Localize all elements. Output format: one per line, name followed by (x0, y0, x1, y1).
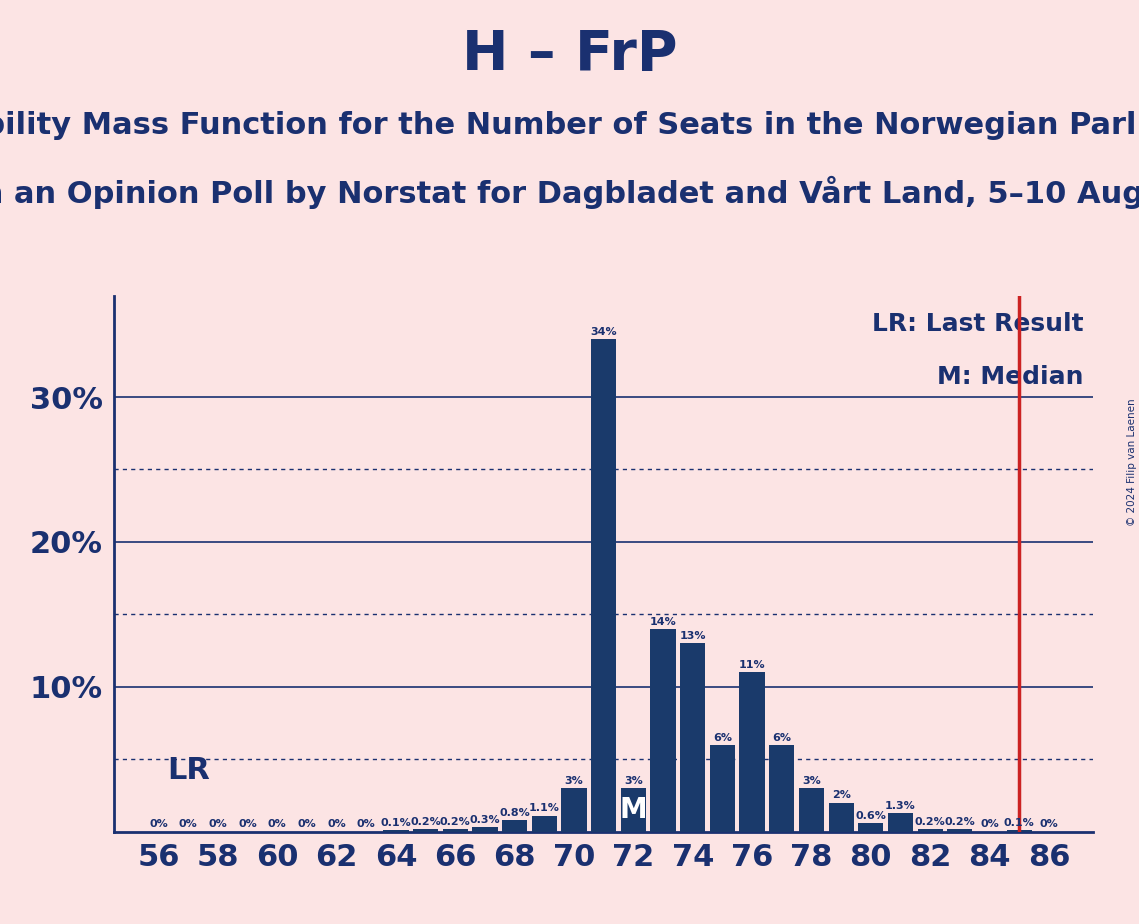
Text: 0%: 0% (208, 820, 227, 830)
Bar (680, 643, 705, 832)
Bar (473, 827, 498, 832)
Text: 0%: 0% (1040, 820, 1058, 830)
Text: 0.3%: 0.3% (469, 815, 500, 825)
Text: © 2024 Filip van Laenen: © 2024 Filip van Laenen (1126, 398, 1137, 526)
Text: 0%: 0% (238, 820, 257, 830)
Text: 0%: 0% (327, 820, 346, 830)
Text: 0.2%: 0.2% (915, 817, 945, 827)
Bar (888, 813, 913, 832)
Text: LR: LR (167, 756, 211, 785)
Text: 0%: 0% (297, 820, 317, 830)
Text: Probability Mass Function for the Number of Seats in the Norwegian Parliament: Probability Mass Function for the Number… (0, 111, 1139, 140)
Text: 0%: 0% (357, 820, 376, 830)
Bar (798, 788, 825, 832)
Text: 0%: 0% (149, 820, 167, 830)
Text: 1.3%: 1.3% (885, 800, 916, 810)
Bar (562, 788, 587, 832)
Bar (413, 829, 439, 832)
Text: 0.6%: 0.6% (855, 810, 886, 821)
Text: 3%: 3% (565, 776, 583, 786)
Bar (443, 829, 468, 832)
Text: 1.1%: 1.1% (528, 804, 559, 813)
Bar (502, 820, 527, 832)
Text: H – FrP: H – FrP (461, 28, 678, 81)
Text: Based on an Opinion Poll by Norstat for Dagbladet and Vårt Land, 5–10 August 202: Based on an Opinion Poll by Norstat for … (0, 176, 1139, 209)
Bar (384, 830, 409, 832)
Bar (828, 803, 854, 832)
Bar (948, 829, 973, 832)
Text: M: Median: M: Median (937, 365, 1083, 389)
Text: 34%: 34% (590, 327, 617, 337)
Bar (1007, 830, 1032, 832)
Bar (621, 788, 646, 832)
Bar (918, 829, 943, 832)
Text: 0.1%: 0.1% (1003, 818, 1034, 828)
Text: 0.1%: 0.1% (380, 818, 411, 828)
Text: 3%: 3% (802, 776, 821, 786)
Bar (650, 629, 675, 832)
Text: 6%: 6% (713, 733, 732, 743)
Bar (532, 816, 557, 832)
Bar (858, 823, 884, 832)
Text: 0.2%: 0.2% (410, 817, 441, 827)
Text: 3%: 3% (624, 776, 642, 786)
Bar (710, 745, 735, 832)
Text: 11%: 11% (739, 660, 765, 670)
Text: 0.2%: 0.2% (440, 817, 470, 827)
Text: 0%: 0% (981, 820, 999, 830)
Bar (591, 339, 616, 832)
Bar (769, 745, 794, 832)
Text: 0.8%: 0.8% (499, 808, 530, 818)
Text: LR: Last Result: LR: Last Result (872, 311, 1083, 335)
Text: 13%: 13% (680, 631, 706, 641)
Text: 0%: 0% (179, 820, 197, 830)
Text: 14%: 14% (649, 616, 677, 626)
Text: 0.2%: 0.2% (944, 817, 975, 827)
Text: 2%: 2% (831, 790, 851, 800)
Text: 6%: 6% (772, 733, 792, 743)
Text: 0%: 0% (268, 820, 287, 830)
Text: M: M (620, 796, 647, 824)
Bar (739, 673, 764, 832)
